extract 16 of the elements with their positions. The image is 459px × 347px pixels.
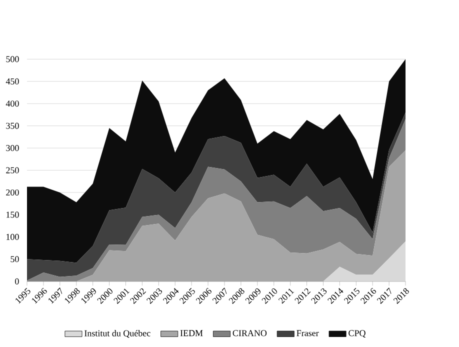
y-tick-label: 350 <box>6 122 19 129</box>
y-tick-label: 250 <box>6 167 19 174</box>
y-tick-label: 200 <box>6 190 19 196</box>
y-tick-label: 450 <box>6 78 19 85</box>
y-tick-label: 100 <box>6 234 19 240</box>
y-tick-label: 50 <box>10 256 19 262</box>
y-tick-label: 500 <box>6 56 19 62</box>
y-tick-label: 150 <box>6 212 19 218</box>
y-tick-label: 300 <box>6 145 19 152</box>
legend-label: CIRANO <box>232 330 267 336</box>
legend-label: CPQ <box>348 330 366 338</box>
legend-label: Fraser <box>296 330 319 336</box>
y-tick-label: 400 <box>6 100 19 107</box>
y-tick-label: 0 <box>15 278 19 285</box>
legend-label: IEDM <box>180 330 203 336</box>
legend-label: Institut du Québec <box>84 330 150 338</box>
